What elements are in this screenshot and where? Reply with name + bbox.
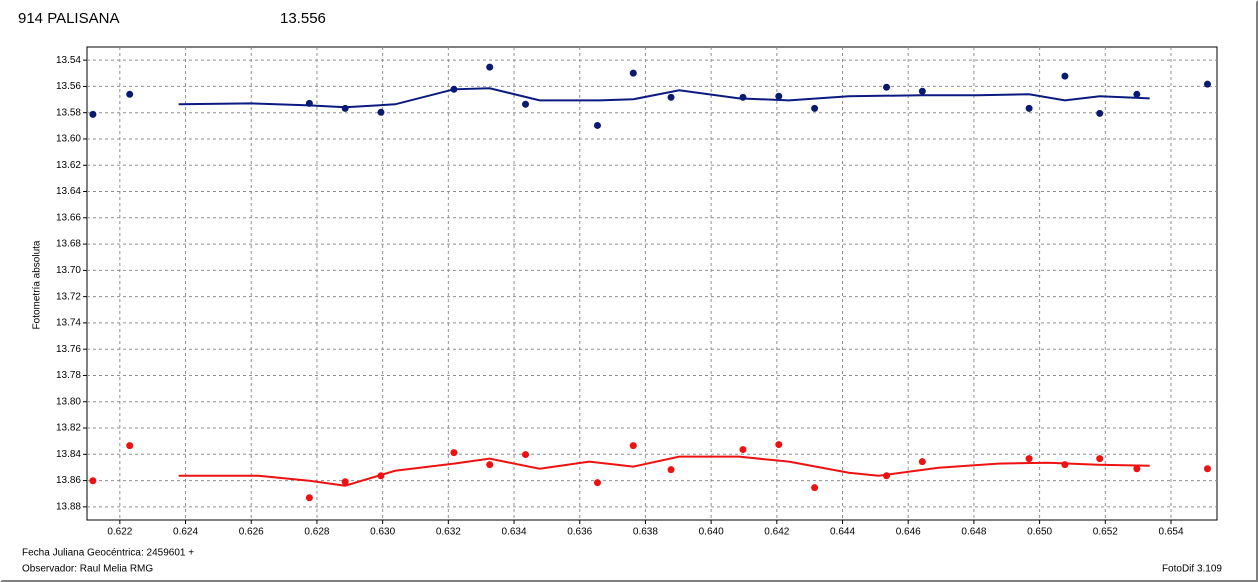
data-point bbox=[1133, 465, 1141, 473]
x-tick-label: 0.654 bbox=[1158, 527, 1183, 538]
data-point bbox=[667, 93, 675, 101]
data-point bbox=[89, 110, 97, 118]
y-axis-label: Fotometría absoluta bbox=[32, 240, 43, 329]
x-tick-label: 0.628 bbox=[304, 527, 329, 538]
data-point bbox=[341, 104, 349, 112]
data-point bbox=[1096, 455, 1104, 463]
data-point bbox=[1133, 90, 1141, 98]
data-point bbox=[1061, 72, 1069, 80]
data-point bbox=[593, 479, 601, 487]
x-tick-label: 0.632 bbox=[436, 527, 461, 538]
data-point bbox=[811, 484, 819, 492]
data-layer bbox=[89, 63, 1211, 502]
data-point bbox=[883, 83, 891, 91]
y-tick-label: 13.88 bbox=[56, 502, 81, 513]
data-point bbox=[450, 449, 458, 457]
data-point bbox=[629, 69, 637, 77]
x-tick-label: 0.648 bbox=[961, 527, 986, 538]
plot-area bbox=[86, 46, 1218, 521]
x-tick-label: 0.626 bbox=[239, 527, 264, 538]
y-tick-label: 13.84 bbox=[56, 449, 81, 460]
data-point bbox=[739, 93, 747, 101]
data-point bbox=[739, 446, 747, 454]
data-point bbox=[1025, 455, 1033, 463]
data-point bbox=[629, 442, 637, 450]
y-tick-label: 13.80 bbox=[56, 396, 81, 407]
data-point bbox=[918, 87, 926, 95]
observer: Observador: Raul Melia RMG bbox=[22, 564, 153, 575]
grid: 13.54 13.56 13.58 13.60 13.62 13.64 13.66 13.68… bbox=[56, 47, 1217, 538]
x-tick-label: 0.652 bbox=[1093, 527, 1118, 538]
data-point bbox=[918, 458, 926, 466]
y-tick-label: 13.58 bbox=[56, 107, 81, 118]
y-tick-label: 13.60 bbox=[56, 134, 81, 145]
data-point bbox=[522, 451, 530, 459]
y-tick-label: 13.70 bbox=[56, 265, 81, 276]
data-point bbox=[775, 441, 783, 449]
data-point bbox=[593, 121, 601, 129]
data-point bbox=[1203, 465, 1211, 473]
data-point bbox=[126, 90, 134, 98]
y-tick-label: 13.72 bbox=[56, 291, 81, 302]
data-point bbox=[1203, 80, 1211, 88]
x-tick-label: 0.642 bbox=[764, 527, 789, 538]
x-tick-label: 0.622 bbox=[107, 527, 132, 538]
y-tick-label: 13.54 bbox=[56, 55, 81, 66]
data-point bbox=[1025, 104, 1033, 112]
y-tick-label: 13.62 bbox=[56, 160, 81, 171]
data-point bbox=[341, 478, 349, 486]
y-tick-label: 13.76 bbox=[56, 344, 81, 355]
x-tick-label: 0.640 bbox=[699, 527, 724, 538]
data-point bbox=[89, 477, 97, 485]
data-point bbox=[305, 494, 313, 502]
data-point bbox=[126, 442, 134, 450]
software: FotoDif 3.109 bbox=[1162, 564, 1222, 575]
y-tick-label: 13.64 bbox=[56, 186, 81, 197]
data-point bbox=[522, 100, 530, 108]
fit-line bbox=[178, 87, 1150, 109]
y-tick-label: 13.82 bbox=[56, 423, 81, 434]
data-point bbox=[667, 466, 675, 474]
data-point bbox=[377, 108, 385, 116]
y-tick-label: 13.56 bbox=[56, 81, 81, 92]
data-point bbox=[486, 63, 494, 71]
y-tick-label: 13.66 bbox=[56, 212, 81, 223]
y-tick-label: 13.68 bbox=[56, 239, 81, 250]
fit-line bbox=[178, 455, 1150, 487]
data-point bbox=[811, 104, 819, 112]
data-point bbox=[486, 461, 494, 469]
x-tick-label: 0.646 bbox=[896, 527, 921, 538]
chart-title: 914 PALISANA bbox=[18, 10, 119, 27]
y-tick-label: 13.78 bbox=[56, 370, 81, 381]
x-tick-label: 0.650 bbox=[1027, 527, 1052, 538]
chart-subtitle: 13.556 bbox=[280, 10, 326, 27]
x-tick-label: 0.634 bbox=[502, 527, 527, 538]
x-tick-label: 0.624 bbox=[173, 527, 198, 538]
x-axis-label: Fecha Juliana Geocéntrica: 2459601 + bbox=[22, 548, 194, 559]
data-point bbox=[775, 92, 783, 100]
y-tick-label: 13.74 bbox=[56, 318, 81, 329]
x-tick-label: 0.636 bbox=[567, 527, 592, 538]
y-tick-label: 13.86 bbox=[56, 475, 81, 486]
data-point bbox=[1096, 109, 1104, 117]
data-point bbox=[1061, 461, 1069, 469]
x-tick-label: 0.638 bbox=[633, 527, 658, 538]
x-tick-label: 0.630 bbox=[370, 527, 395, 538]
x-tick-label: 0.644 bbox=[830, 527, 855, 538]
